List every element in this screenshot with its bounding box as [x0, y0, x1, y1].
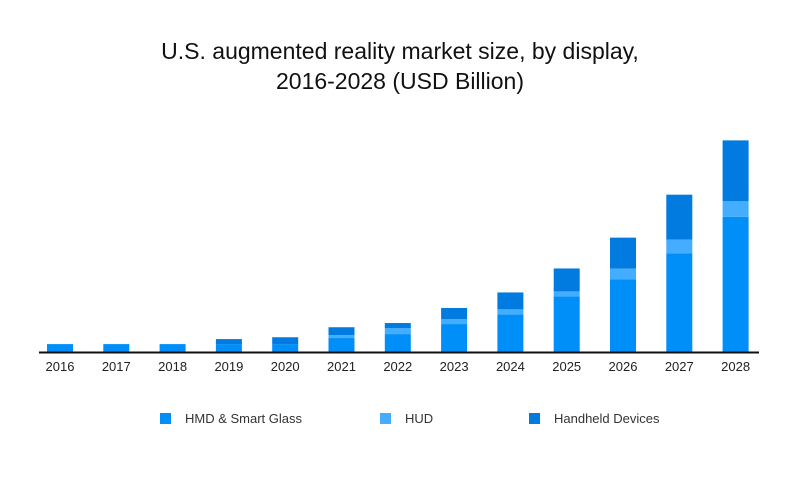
bar-2025-handheld-devices: [553, 268, 580, 292]
legend-swatch-hmd: [160, 413, 171, 424]
bar-2025-hud: [553, 291, 580, 297]
legend: HMD & Smart Glass HUD Handheld Devices: [0, 411, 800, 431]
bar-2021-hmd-smart-glass: [328, 338, 355, 352]
bar-2028-hmd-smart-glass: [722, 216, 749, 352]
x-tick-label: 2027: [665, 359, 694, 374]
bar-2023-handheld-devices: [441, 307, 468, 320]
bar-2027-handheld-devices: [666, 194, 693, 240]
bar-2024-hmd-smart-glass: [497, 314, 524, 352]
x-tick-label: 2018: [158, 359, 187, 374]
bar-2021-hud: [328, 335, 355, 339]
bar-2019-hmd-smart-glass: [215, 344, 242, 352]
bar-chart: 2016 2017 2018 2019 2020 2021 2022 2023 2024 2025…: [39, 140, 759, 374]
bar-2027-hud: [666, 239, 693, 254]
x-tick-label: 2028: [721, 359, 750, 374]
legend-swatch-handheld: [529, 413, 540, 424]
bar-2025-hmd-smart-glass: [553, 296, 580, 352]
legend-item-handheld: Handheld Devices: [529, 411, 660, 426]
legend-label-hmd: HMD & Smart Glass: [185, 411, 303, 426]
bar-2022-hud: [384, 328, 411, 335]
bar-2020-hmd-smart-glass: [272, 344, 299, 352]
bar-2023-hmd-smart-glass: [441, 324, 468, 352]
bar-2018-hmd-smart-glass: [159, 344, 186, 352]
bar-2024-hud: [497, 309, 524, 315]
bar-2024-handheld-devices: [497, 292, 524, 310]
bar-2016-hmd-smart-glass: [47, 344, 73, 352]
bar-2026-hud: [610, 268, 636, 280]
chart-title-line-2: 2016-2028 (USD Billion): [275, 68, 524, 94]
legend-item-hmd: HMD & Smart Glass: [160, 411, 302, 426]
legend-swatch-hud: [380, 413, 391, 424]
x-tick-label: 2024: [496, 359, 525, 374]
bar-2026-handheld-devices: [610, 237, 636, 269]
bar-2028-handheld-devices: [722, 140, 749, 201]
bar-2021-handheld-devices: [328, 327, 355, 336]
x-tick-label: 2016: [46, 359, 75, 374]
bar-2022-handheld-devices: [384, 323, 411, 329]
bar-2017-hmd-smart-glass: [103, 344, 130, 352]
bar-2027-hmd-smart-glass: [666, 253, 693, 352]
bar-2020-handheld-devices: [272, 337, 299, 345]
x-tick-label: 2025: [552, 359, 581, 374]
x-tick-label: 2017: [102, 359, 131, 374]
bar-2026-hmd-smart-glass: [610, 279, 636, 352]
x-tick-label: 2022: [383, 359, 412, 374]
x-tick-label: 2023: [440, 359, 469, 374]
x-tick-label: 2020: [271, 359, 300, 374]
chart-title-line-1: U.S. augmented reality market size, by d…: [161, 38, 639, 64]
x-tick-label: 2021: [327, 359, 356, 374]
x-tick-label: 2026: [609, 359, 638, 374]
bar-2019-handheld-devices: [215, 339, 242, 345]
legend-item-hud: HUD: [380, 411, 433, 426]
bar-2028-hud: [722, 200, 749, 217]
bar-2023-hud: [441, 319, 468, 325]
legend-label-handheld: Handheld Devices: [554, 411, 660, 426]
legend-label-hud: HUD: [405, 411, 434, 426]
x-tick-label: 2019: [214, 359, 243, 374]
bar-2022-hmd-smart-glass: [384, 334, 411, 352]
chart-title: U.S. augmented reality market size, by d…: [0, 36, 800, 96]
